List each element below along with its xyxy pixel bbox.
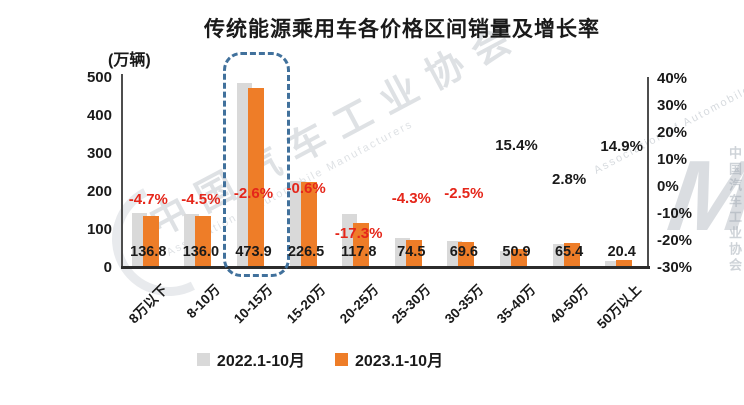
growth-label: -0.6% (286, 180, 326, 198)
bar-2023 (353, 223, 370, 268)
y-axis-tick-left: 200 (86, 183, 112, 200)
y-axis-tick-left: 400 (86, 107, 112, 124)
y-axis-tick-left: 100 (86, 221, 112, 238)
y-axis-line-left (121, 74, 123, 268)
bar-2023 (142, 216, 159, 268)
y-axis-line-right (647, 77, 649, 268)
growth-label: 15.4% (495, 136, 538, 154)
bar-2023 (458, 241, 475, 268)
value-label: 136.8 (130, 244, 167, 260)
value-label: 20.4 (607, 244, 636, 260)
bar-2023 (616, 260, 633, 268)
value-label: 69.6 (449, 244, 478, 260)
growth-label: 2.8% (551, 170, 587, 188)
y-axis-tick-right: -20% (657, 232, 693, 250)
y-axis-tick-right: -10% (657, 205, 693, 223)
highlight-box-10-15wan (222, 52, 290, 277)
y-axis-tick-right: 20% (657, 124, 688, 142)
bar-2022 (605, 261, 621, 268)
legend: 2022.1-10月 2023.1-10月 (0, 347, 640, 371)
growth-label: -2.6% (233, 185, 274, 203)
y-axis-tick-right: -30% (657, 259, 693, 277)
growth-label: 14.9% (600, 138, 643, 156)
x-axis-label: 40-50万 (546, 281, 592, 327)
bar-2023 (248, 87, 264, 268)
y-axis-tick-right: 30% (657, 97, 688, 115)
value-label: 226.5 (287, 244, 325, 260)
bar-2023 (195, 216, 212, 268)
growth-label: -17.3% (334, 225, 383, 243)
value-label: 117.8 (340, 244, 377, 260)
y-axis-tick-left: 300 (86, 145, 112, 162)
value-label: 65.4 (554, 244, 584, 260)
legend-swatch (196, 352, 210, 366)
value-label: 136.0 (182, 244, 220, 260)
x-axis-label: 10-15万 (231, 281, 276, 327)
legend-label: 2023.1-10月 (355, 353, 444, 370)
watermark-vertical-text: 中国汽车工业协会 (727, 146, 742, 274)
x-axis-label: 35-40万 (494, 281, 539, 327)
y-axis-tick-right: 40% (657, 70, 688, 88)
value-label: 50.9 (502, 244, 531, 260)
x-axis-label: 15-20万 (283, 281, 329, 327)
x-axis-line (121, 266, 650, 269)
legend-item: 2022.1-10月 (196, 347, 305, 371)
bar-2023 (405, 239, 422, 268)
bar-2023 (563, 243, 580, 268)
legend-swatch (335, 352, 348, 366)
x-axis-label: 20-25万 (336, 281, 382, 327)
x-axis-label: 50万以上 (594, 281, 645, 332)
value-label: 74.5 (397, 244, 426, 260)
value-label: 473.9 (235, 244, 272, 260)
y-axis-unit-label: (万辆) (108, 52, 151, 69)
x-axis-label: 25-30万 (389, 281, 434, 327)
bar-2023 (300, 181, 317, 268)
y-axis-tick-left: 500 (86, 69, 112, 86)
y-axis-tick-left: 0 (103, 259, 112, 276)
legend-item: 2023.1-10月 (335, 347, 443, 371)
y-axis-tick-right: 10% (657, 151, 688, 169)
chart-title: 传统能源乘用车各价格区间销量及增长率 (204, 18, 600, 41)
growth-label: -4.7% (128, 191, 168, 209)
legend-label: 2022.1-10月 (216, 353, 305, 370)
y-axis-tick-right: 0% (657, 178, 679, 196)
x-axis-label: 30-35万 (441, 281, 487, 327)
growth-label: -4.5% (181, 190, 221, 208)
bar-2023 (511, 248, 527, 268)
growth-label: -2.5% (444, 185, 484, 203)
growth-label: -4.3% (391, 190, 431, 207)
